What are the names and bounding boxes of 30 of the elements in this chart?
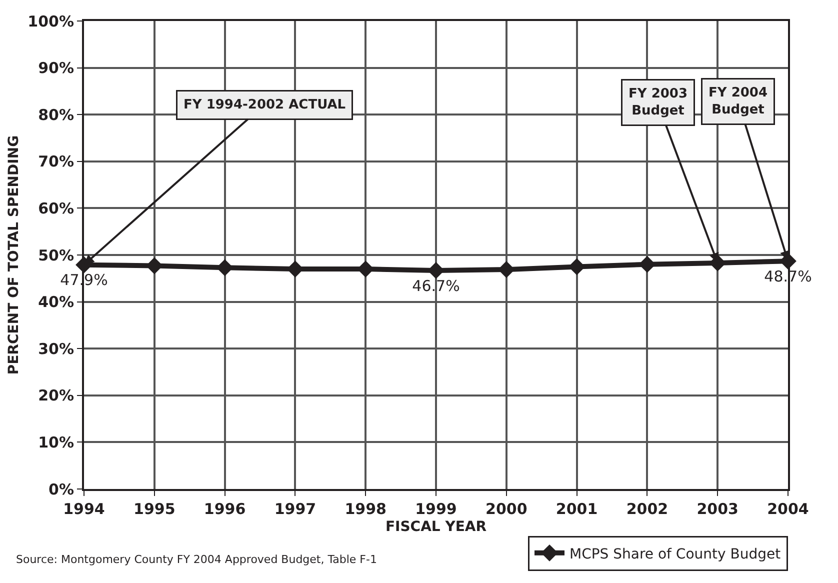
x-axis-title: FISCAL YEAR — [385, 518, 487, 535]
y-tick-label: 90% — [38, 59, 74, 78]
x-tick-label: 1996 — [204, 500, 246, 518]
y-tick-label: 20% — [38, 386, 74, 405]
x-tick-label: 2002 — [626, 500, 668, 518]
legend-label: MCPS Share of County Budget — [570, 546, 782, 562]
x-tick-label: 1997 — [274, 500, 316, 518]
point — [428, 262, 444, 279]
annotation: FY 2003 Budget — [628, 86, 688, 118]
x-tick-label: 1999 — [415, 500, 457, 518]
x-tick-label: 2000 — [486, 500, 528, 518]
y-tick-label: 30% — [38, 340, 74, 358]
x-tick-label: 1998 — [344, 500, 386, 518]
y-tick-label: 50% — [38, 246, 74, 264]
y-tick-label: 70% — [38, 152, 74, 171]
x-tick-label: 1994 — [63, 500, 105, 518]
y-tick-label: 80% — [38, 106, 74, 124]
y-tick-label: 60% — [38, 199, 74, 218]
x-tick-label: 1995 — [134, 500, 176, 518]
y-tick-label: 40% — [38, 293, 74, 312]
y-axis-title: PERCENT OF TOTAL SPENDING — [6, 135, 22, 375]
source-note: Source: Montgomery County FY 2004 Approved Budget, Table F-1 — [16, 553, 377, 566]
x-tick-label: 2001 — [556, 500, 598, 518]
y-tick-label: 100% — [28, 12, 74, 30]
annotation: FY 1994-2002 ACTUAL — [184, 98, 346, 112]
annotation: FY 2004 Budget — [708, 86, 768, 118]
x-tick-label: 2004 — [767, 500, 809, 518]
x-tick-label: 2003 — [696, 500, 738, 518]
y-tick-label: 0% — [48, 480, 74, 498]
y-tick-label: 10% — [38, 433, 74, 452]
